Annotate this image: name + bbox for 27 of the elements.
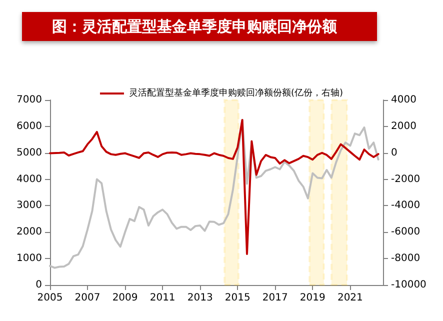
y-tick-label: 2000	[16, 226, 42, 238]
y-tick-label: 5000	[16, 147, 42, 158]
y2-tick-label: -2000	[391, 174, 420, 185]
x-tick-label: 2011	[150, 292, 176, 304]
y-tick-label: 1000	[16, 253, 42, 264]
y2-tick-label: -6000	[391, 226, 420, 238]
x-tick-label: 2019	[300, 292, 326, 304]
y-tick-label: 6000	[16, 120, 42, 132]
y2-tick-label: 2000	[391, 120, 416, 132]
x-tick-label: 2005	[37, 292, 63, 304]
x-tick-label: 2013	[187, 292, 213, 304]
y2-tick-label: -4000	[391, 200, 420, 212]
y-tick-label: 7000	[16, 94, 42, 106]
x-tick-label: 2017	[262, 292, 288, 304]
chart-title: 图：灵活配置型基金单季度申购赎回净份额	[52, 18, 338, 36]
y-tick-label: 3000	[16, 200, 42, 212]
y2-tick-label: -10000	[391, 280, 426, 290]
y2-tick-label: 4000	[391, 94, 416, 106]
x-tick-label: 2021	[337, 292, 363, 304]
x-tick-label: 2007	[74, 292, 100, 304]
y2-tick-label: 0	[391, 147, 398, 158]
x-tick-label: 2009	[112, 292, 138, 304]
legend-label: 灵活配置型基金单季度申购赎回净额份额(亿份，右轴)	[128, 88, 344, 98]
y-tick-label: 0	[36, 280, 42, 290]
y2-tick-label: -8000	[391, 253, 420, 264]
x-tick-label: 2015	[224, 292, 250, 304]
y-tick-label: 4000	[16, 174, 42, 185]
